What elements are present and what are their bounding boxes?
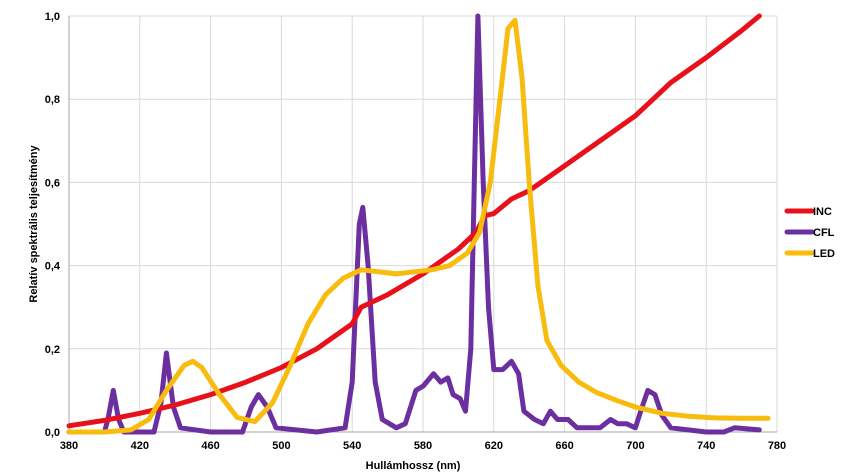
- series-line-inc: [66, 13, 762, 429]
- x-tick-label: 380: [60, 440, 78, 452]
- x-tick-label: 700: [626, 440, 644, 452]
- y-tick-label: 0,6: [45, 177, 60, 189]
- series-line-cfl: [66, 13, 762, 435]
- x-axis-title: Hullámhossz (nm): [366, 460, 461, 472]
- y-tick-label: 1,0: [45, 11, 60, 23]
- legend: INC CFL LED: [784, 206, 835, 260]
- ticks: 380 420 460 500 540 580 620 660 700 740 780 0,0 0,2 0…: [45, 11, 786, 452]
- x-tick-label: 620: [485, 440, 503, 452]
- x-tick-label: 580: [414, 440, 432, 452]
- x-tick-label: 500: [272, 440, 290, 452]
- legend-label-cfl: CFL: [813, 227, 835, 239]
- legend-label-inc: INC: [813, 206, 832, 218]
- x-tick-label: 740: [697, 440, 715, 452]
- y-tick-label: 0,8: [45, 94, 60, 106]
- x-tick-label: 660: [555, 440, 573, 452]
- x-tick-label: 420: [131, 440, 149, 452]
- y-tick-label: 0,0: [45, 427, 60, 439]
- grid: [68, 15, 778, 433]
- y-tick-label: 0,2: [45, 344, 60, 356]
- y-tick-label: 0,4: [45, 261, 61, 273]
- y-axis-title: Relatív spektrális teljesítmény: [28, 145, 40, 303]
- series-line-led: [66, 17, 771, 435]
- series-layer: [66, 13, 771, 435]
- x-tick-label: 540: [343, 440, 361, 452]
- legend-label-led: LED: [813, 248, 835, 260]
- x-tick-label: 780: [768, 440, 786, 452]
- x-tick-label: 460: [201, 440, 219, 452]
